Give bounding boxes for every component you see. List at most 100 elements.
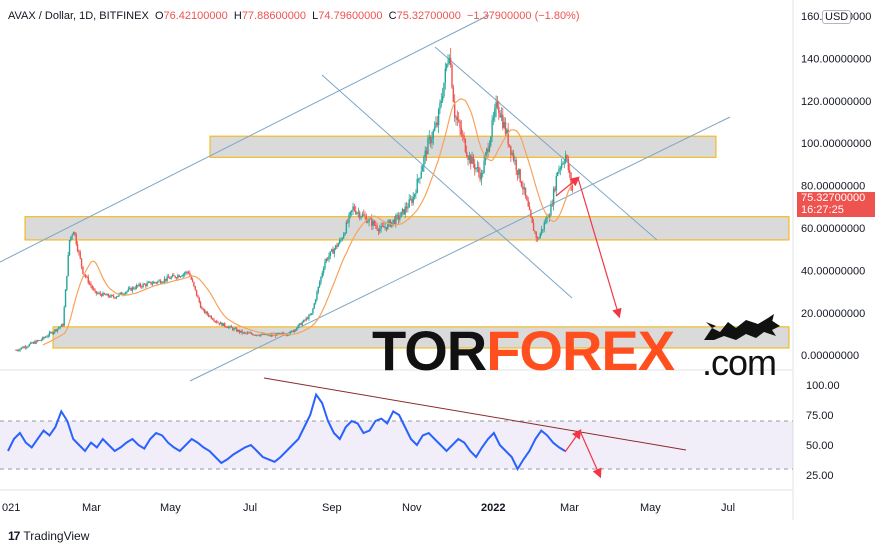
candle-body: [60, 324, 63, 327]
candle-body: [383, 226, 385, 228]
candle: [542, 229, 544, 234]
candle-body: [543, 222, 545, 230]
open-label: O: [154, 10, 164, 22]
candle: [551, 199, 553, 207]
candle-body: [91, 286, 93, 289]
candle-body: [86, 276, 88, 278]
candle-body: [359, 212, 361, 218]
candle: [344, 232, 346, 236]
candle-body: [175, 277, 178, 279]
candle-body: [514, 159, 516, 161]
candle-body: [242, 332, 245, 334]
candle-body: [277, 333, 279, 334]
candle: [389, 219, 392, 228]
candle-body: [457, 120, 460, 121]
candle: [198, 296, 200, 304]
candle-body: [342, 234, 345, 239]
candle: [528, 202, 531, 211]
candle-body: [286, 334, 289, 336]
candle-body: [244, 332, 246, 334]
candle: [174, 275, 176, 279]
candle-body: [532, 222, 535, 231]
candle: [411, 195, 413, 206]
candle-body: [173, 275, 175, 276]
candle: [459, 119, 461, 136]
candle: [507, 122, 509, 148]
candle-body: [337, 243, 340, 247]
candle-body: [26, 346, 28, 348]
candle: [238, 329, 241, 335]
candle: [159, 279, 162, 285]
candle-body: [163, 278, 166, 282]
candle-body: [264, 333, 266, 335]
currency-button[interactable]: USD: [822, 10, 852, 24]
time-tick-label: Jul: [243, 502, 257, 514]
candle-body: [104, 294, 107, 296]
candle: [317, 286, 319, 295]
candle-body: [102, 292, 104, 297]
candle-body: [150, 281, 152, 285]
candle-body: [512, 152, 515, 161]
candle-body: [302, 319, 305, 323]
candle-body: [433, 127, 436, 131]
candle-body: [182, 274, 184, 277]
candle-body: [119, 292, 122, 294]
candle: [182, 273, 184, 279]
tradingview-name: TradingView: [23, 529, 90, 543]
candle: [540, 225, 543, 236]
candle-body: [94, 289, 96, 292]
candle-body: [30, 342, 32, 345]
candle: [199, 300, 202, 309]
candle: [443, 82, 445, 98]
candle-body: [480, 173, 483, 180]
candle: [464, 138, 467, 154]
tradingview-footer[interactable]: 17 TradingView: [8, 529, 89, 543]
candle: [417, 177, 420, 183]
candle: [364, 211, 366, 220]
candle-body: [147, 282, 150, 284]
candle-body: [308, 315, 310, 319]
candle-body: [68, 240, 71, 255]
candle: [312, 307, 314, 315]
candle: [334, 244, 337, 251]
close-label: C: [388, 10, 397, 22]
candle-body: [404, 206, 406, 215]
candle: [28, 343, 31, 347]
candle-body: [431, 138, 433, 144]
candle-body: [92, 288, 95, 290]
candle-body: [270, 334, 273, 336]
candle-body: [526, 196, 528, 201]
candle-body: [560, 163, 563, 168]
candle-body: [381, 226, 384, 227]
candle: [496, 96, 499, 110]
candle-body: [40, 339, 43, 341]
price-tick-label: 0.00000000: [801, 350, 859, 362]
candle: [388, 219, 390, 228]
candle-body: [269, 334, 271, 336]
candle: [555, 172, 558, 197]
rsi-band: [0, 421, 793, 469]
candle-body: [318, 282, 321, 287]
candle-body: [554, 188, 556, 191]
candle-body: [134, 288, 136, 290]
candle-body: [207, 314, 210, 317]
candle: [349, 211, 352, 219]
candle-body: [520, 181, 523, 187]
candle: [145, 283, 147, 289]
candle: [352, 202, 354, 216]
candle-body: [538, 238, 540, 239]
candle-body: [353, 206, 356, 211]
candle: [328, 252, 330, 263]
candle: [115, 295, 118, 300]
candle-body: [558, 169, 560, 173]
candle: [32, 341, 35, 344]
candle: [439, 99, 441, 115]
candle: [235, 327, 238, 333]
candle-body: [466, 152, 468, 157]
candle-body: [389, 220, 392, 227]
candle-body: [95, 291, 97, 294]
candle: [280, 332, 282, 334]
candle-body: [294, 329, 297, 331]
candle: [290, 330, 293, 333]
